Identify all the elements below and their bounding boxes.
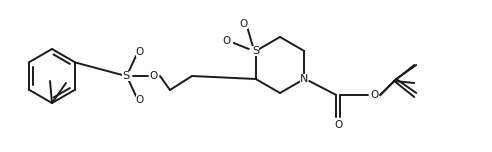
Text: O: O: [240, 19, 248, 29]
Text: O: O: [136, 95, 144, 105]
Text: S: S: [123, 71, 129, 81]
Text: O: O: [150, 71, 158, 81]
Text: S: S: [252, 46, 259, 56]
Text: O: O: [334, 120, 342, 130]
Text: N: N: [300, 74, 308, 84]
Text: O: O: [136, 47, 144, 57]
Text: O: O: [222, 36, 231, 46]
Text: O: O: [370, 90, 378, 100]
